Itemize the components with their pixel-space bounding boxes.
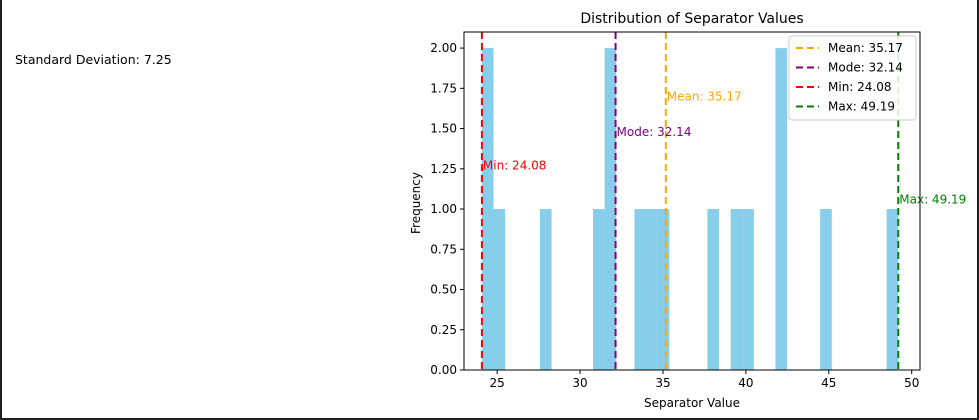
histogram-bar — [634, 209, 647, 370]
reference-lines-layer: Mean: 35.17 Mode: 32.14 Min: 24.08 Max: 49.… — [480, 32, 966, 370]
histogram-bar — [646, 209, 658, 370]
legend-entry: Min: 24.08 — [828, 80, 892, 94]
max-line-label: Max: 49.19 — [899, 192, 966, 206]
y-tick-label: 0.50 — [430, 283, 457, 297]
y-tick-label: 0.00 — [430, 363, 457, 377]
bars-layer — [481, 48, 899, 370]
y-tick-label: 1.25 — [430, 162, 457, 176]
x-axis-label: Separator Value — [644, 396, 740, 410]
legend-entry: Mean: 35.17 — [828, 41, 903, 55]
y-tick-label: 0.75 — [430, 242, 457, 256]
histogram-bar — [742, 209, 754, 370]
x-ticks: 25 30 35 40 45 50 — [490, 370, 919, 390]
histogram-bar — [886, 209, 899, 370]
y-tick-label: 0.25 — [430, 323, 457, 337]
mean-line-label: Mean: 35.17 — [667, 89, 742, 103]
legend-box — [788, 35, 917, 121]
x-tick-label: 45 — [821, 376, 836, 390]
y-tick-label: 1.00 — [430, 202, 457, 216]
std-deviation-text: Standard Deviation: 7.25 — [15, 52, 172, 67]
histogram-bar — [539, 209, 552, 370]
chart-title: Distribution of Separator Values — [580, 11, 803, 27]
x-tick-label: 50 — [904, 376, 919, 390]
y-tick-label: 1.50 — [430, 122, 457, 136]
y-tick-label: 2.00 — [430, 41, 457, 55]
axes-frame — [463, 31, 921, 371]
legend-entry: Mode: 32.14 — [828, 61, 903, 75]
x-tick-label: 25 — [490, 376, 505, 390]
y-tick-label: 1.75 — [430, 81, 457, 95]
histogram-bar — [493, 209, 506, 370]
x-tick-label: 35 — [655, 376, 670, 390]
histogram-bar — [604, 48, 617, 370]
histogram-bar — [775, 48, 788, 370]
y-ticks: 0.00 0.25 0.50 0.75 1.00 1.25 1.50 1.75 2.00 — [430, 41, 464, 377]
histogram-bar — [481, 48, 494, 370]
x-tick-label: 30 — [572, 376, 587, 390]
histogram-bar — [707, 209, 720, 370]
histogram-bar — [820, 209, 832, 370]
histogram-bar — [730, 209, 743, 370]
legend: Mean: 35.17 Mode: 32.14 Min: 24.08 Max: 49.… — [788, 35, 917, 121]
legend-entry: Max: 49.19 — [828, 100, 895, 114]
x-tick-label: 40 — [738, 376, 753, 390]
mode-line-label: Mode: 32.14 — [617, 125, 692, 139]
histogram-bar — [657, 209, 670, 370]
histogram-bar — [593, 209, 605, 370]
y-axis-label: Frequency — [409, 172, 423, 234]
min-line-label: Min: 24.08 — [483, 159, 547, 173]
